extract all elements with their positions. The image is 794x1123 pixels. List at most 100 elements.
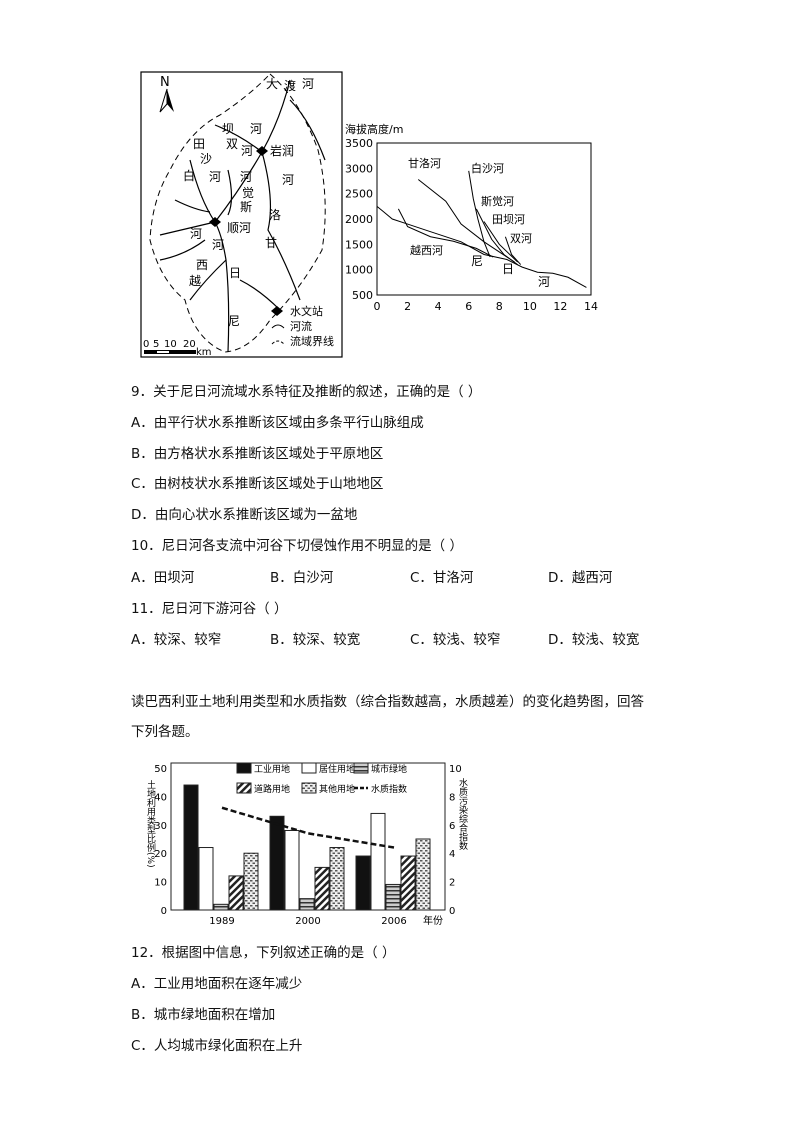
x-tick-label: 6	[465, 300, 472, 313]
main-river-label: 河	[538, 275, 550, 289]
y2-tick-label: 0	[449, 906, 455, 917]
legend-boundary: 流域界线	[290, 334, 334, 348]
q10-option-d[interactable]: D．越西河	[548, 570, 613, 586]
river-basin-map: N 大渡河坝 河田双河岩润沙白河河河觉斯洛顺河河河 甘西日越尼 水文站 河流 流域界…	[140, 71, 343, 358]
legend-label: 工业用地	[254, 763, 290, 775]
q10-option-a[interactable]: A．田坝河	[131, 570, 195, 586]
bar-道路用地	[314, 866, 330, 911]
legend-label: 居住用地	[319, 763, 355, 775]
q11-stem: 11．尼日河下游河谷（ ）	[131, 601, 288, 617]
map-label: 斯	[240, 200, 252, 214]
q9-option-c[interactable]: C．由树枝状水系推断该区域处于山地地区	[131, 476, 384, 492]
y-axis-label: 海拔高度/m	[345, 122, 403, 136]
legend-label: 水质指数	[371, 783, 407, 795]
y-tick-label: 50	[154, 764, 167, 775]
y2-tick-label: 8	[449, 792, 455, 803]
map-label: 河	[190, 227, 202, 241]
series-label: 白沙河	[471, 161, 504, 175]
legend-swatch	[236, 782, 252, 794]
q11-option-a[interactable]: A．较深、较窄	[131, 632, 222, 648]
legend-river: 河流	[290, 319, 312, 333]
svg-text:5: 5	[153, 339, 159, 350]
bar-城市绿地	[385, 883, 401, 911]
x-tick-label: 8	[496, 300, 503, 313]
q9-option-b[interactable]: B．由方格状水系推断该区域处于平原地区	[131, 446, 384, 462]
map-label: 觉	[242, 186, 254, 200]
map-label: 尼	[228, 314, 240, 328]
map-label: 大	[266, 77, 278, 91]
hydro-station-icon	[256, 146, 268, 156]
series-label: 田坝河	[492, 212, 525, 226]
north-arrow-icon: N	[159, 75, 174, 113]
q9-option-d[interactable]: D．由向心状水系推断该区域为一盆地	[131, 507, 358, 523]
q12-option-a[interactable]: A．工业用地面积在逐年减少	[131, 976, 303, 992]
bar-其他用地	[329, 847, 345, 911]
map-label: 沙	[200, 152, 212, 166]
main-river-label: 日	[502, 262, 514, 276]
legend-swatch	[236, 762, 252, 774]
y-tick-label: 3000	[345, 162, 373, 175]
y-tick-label: 0	[161, 906, 167, 917]
bar-道路用地	[400, 855, 416, 911]
x-tick-label: 4	[435, 300, 442, 313]
y2-tick-label: 6	[449, 821, 455, 832]
q10-option-c[interactable]: C．甘洛河	[410, 570, 474, 586]
basin-boundary	[149, 73, 326, 353]
x-tick-label: 2006	[381, 916, 406, 927]
bar-工业用地	[355, 855, 371, 911]
x-tick-label: 12	[553, 300, 567, 313]
series-line	[483, 221, 518, 263]
bar-其他用地	[415, 838, 431, 911]
map-label: 河	[302, 77, 314, 91]
map-label: 河	[209, 170, 221, 184]
map-label: 日	[229, 266, 241, 280]
bar-工业用地	[269, 815, 285, 911]
bar-工业用地	[183, 784, 199, 911]
svg-text:N: N	[160, 75, 170, 90]
series-line	[504, 236, 522, 265]
y-axis-label: 土地利用类型比例(%)	[145, 779, 156, 868]
map-label: 坝	[222, 122, 234, 136]
series-label: 斯觉河	[481, 195, 514, 208]
svg-text:0: 0	[143, 339, 149, 350]
q9-option-a[interactable]: A．由平行状水系推断该区域由多条平行山脉组成	[131, 415, 424, 431]
q12-stem: 12．根据图中信息，下列叙述正确的是（ ）	[131, 945, 396, 961]
q12-option-c[interactable]: C．人均城市绿化面积在上升	[131, 1038, 303, 1054]
x-tick-label: 2	[404, 300, 411, 313]
q12-option-b[interactable]: B．城市绿地面积在增加	[131, 1007, 276, 1023]
legend-swatch	[353, 762, 369, 774]
series-label: 甘洛河	[408, 156, 441, 170]
svg-text:20: 20	[183, 339, 196, 350]
q11-option-b[interactable]: B．较深、较宽	[270, 632, 361, 648]
bar-居住用地	[284, 829, 300, 911]
map-label: 河	[212, 238, 224, 252]
legend-label: 道路用地	[254, 783, 290, 795]
q11-option-d[interactable]: D．较浅、较宽	[548, 632, 640, 648]
x-tick-label: 2000	[295, 916, 320, 927]
q10-option-b[interactable]: B．白沙河	[270, 570, 334, 586]
x-tick-label: 0	[374, 300, 381, 313]
q11-option-c[interactable]: C．较浅、较窄	[410, 632, 501, 648]
y-tick-label: 1000	[345, 264, 373, 277]
y2-tick-label: 2	[449, 878, 455, 889]
bar-道路用地	[228, 875, 244, 911]
map-label: 双	[226, 137, 238, 151]
series-line	[475, 208, 518, 266]
series-line	[468, 170, 491, 258]
x-tick-label: 10	[523, 300, 537, 313]
water-index-line	[221, 806, 395, 849]
map-label: 西	[196, 258, 208, 272]
y-tick-label: 1500	[345, 238, 373, 251]
hydro-station-icon	[209, 217, 221, 227]
land-use-bar-chart: 0 10 20 30 40 50 0 2 4 6 8 10 土地利用类型比例(%) 水质污染综合指数 198…	[145, 762, 468, 927]
map-label: 顺河	[227, 221, 251, 235]
legend-swatch	[301, 762, 317, 774]
legend-label: 城市绿地	[371, 763, 407, 775]
series-line	[417, 179, 515, 263]
map-label: 洛	[269, 207, 281, 222]
x-tick-label: 14	[584, 300, 598, 313]
x-axis-label: 年份	[423, 914, 443, 927]
q10-stem: 10．尼日河各支流中河谷下切侵蚀作用不明显的是（ ）	[131, 538, 463, 554]
